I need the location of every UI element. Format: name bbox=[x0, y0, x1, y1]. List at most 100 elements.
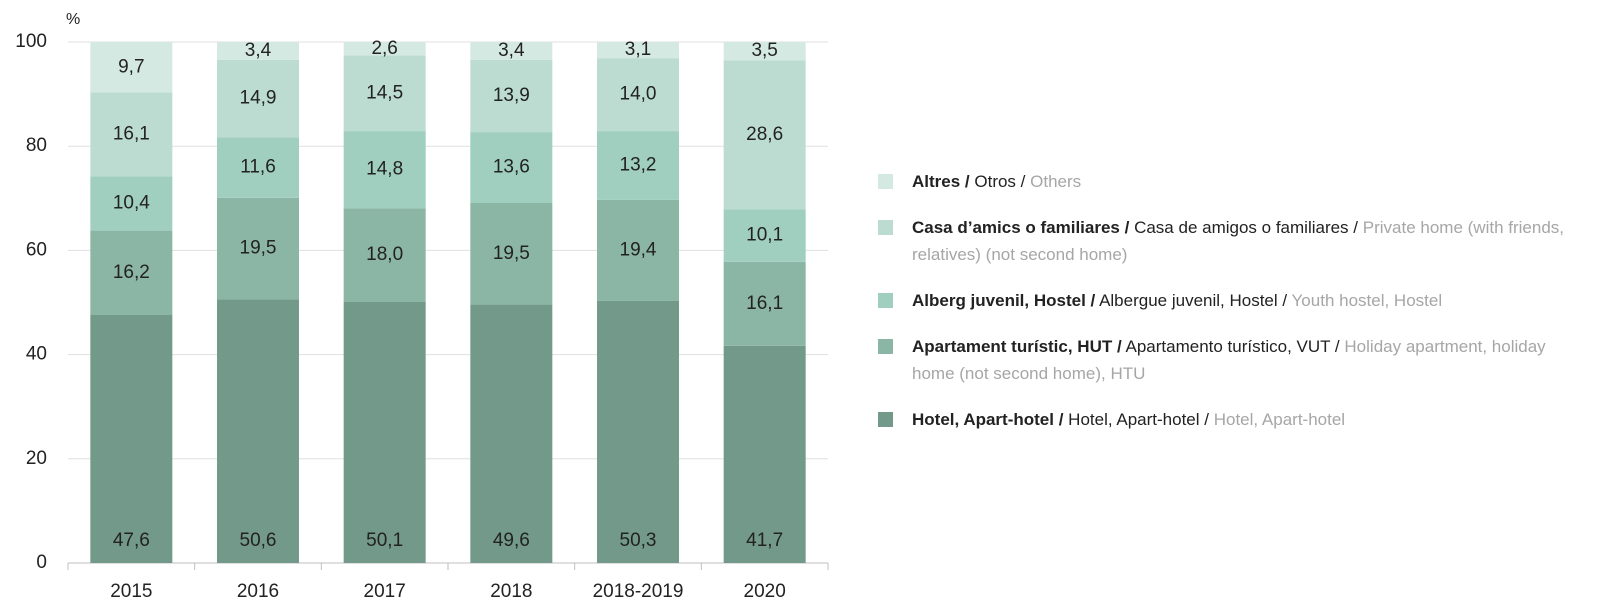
bar-segment bbox=[597, 42, 679, 59]
legend-swatch bbox=[878, 293, 893, 308]
legend-text-part: Youth hostel, Hostel bbox=[1291, 291, 1443, 310]
bar-segment bbox=[217, 42, 299, 60]
bar-segment bbox=[217, 59, 299, 138]
legend-swatch bbox=[878, 339, 893, 354]
legend: Altres / Otros / Others Casa d’amics o fa… bbox=[878, 168, 1578, 452]
data-label: 13,2 bbox=[620, 154, 657, 175]
bar-segment bbox=[597, 131, 679, 200]
data-label: 19,4 bbox=[620, 239, 657, 260]
bar-segment bbox=[723, 42, 806, 61]
bar-segment bbox=[90, 176, 173, 231]
legend-text-part: Casa de amigos o familiares / bbox=[1134, 218, 1359, 237]
data-label: 3,5 bbox=[751, 40, 777, 61]
y-tick-label: 20 bbox=[26, 448, 47, 469]
legend-text-part: Hotel, Apart-hotel / bbox=[912, 410, 1064, 429]
y-tick-label: 100 bbox=[15, 31, 47, 52]
bar-segment bbox=[343, 55, 426, 132]
data-label: 50,1 bbox=[366, 530, 403, 551]
y-axis-label: % bbox=[66, 11, 80, 28]
data-label: 50,3 bbox=[620, 530, 657, 551]
bar-segment bbox=[723, 209, 806, 262]
x-tick-label: 2017 bbox=[364, 581, 406, 602]
data-label: 13,9 bbox=[493, 85, 530, 106]
data-label: 19,5 bbox=[493, 243, 530, 264]
data-label: 14,0 bbox=[620, 84, 657, 105]
x-tick-label: 2015 bbox=[110, 581, 152, 602]
legend-label: Casa d’amics o familiares / Casa de amig… bbox=[912, 214, 1578, 268]
legend-text-part: Others bbox=[1030, 172, 1082, 191]
bar-segment bbox=[90, 92, 173, 177]
bar-segment bbox=[470, 132, 553, 203]
legend-text-part: Private home (with friends, relatives) (… bbox=[912, 218, 1564, 264]
bar-segment bbox=[90, 42, 173, 93]
bar-segment bbox=[723, 345, 806, 563]
y-tick-label: 60 bbox=[26, 239, 47, 260]
bar-segment bbox=[343, 208, 426, 302]
bar-segment bbox=[723, 261, 806, 346]
data-label: 11,6 bbox=[240, 157, 276, 178]
data-label: 3,1 bbox=[625, 39, 651, 60]
data-label: 13,6 bbox=[493, 157, 530, 178]
bar-segment bbox=[343, 131, 426, 209]
legend-entry: Casa d’amics o familiares / Casa de amig… bbox=[878, 214, 1578, 268]
data-label: 16,2 bbox=[113, 262, 150, 283]
legend-text-part: Holiday apartment, holiday home (not sec… bbox=[912, 337, 1546, 383]
data-label: 14,5 bbox=[366, 82, 403, 103]
legend-text-part: Altres / bbox=[912, 172, 970, 191]
bar-segment bbox=[597, 300, 679, 563]
legend-text-part: Apartamento turístico, VUT / bbox=[1125, 337, 1340, 356]
legend-text-part: Hotel, Apart-hotel bbox=[1213, 410, 1346, 429]
legend-text-part: Hotel, Apart-hotel / bbox=[1068, 410, 1209, 429]
bar-segment bbox=[343, 42, 426, 56]
bar-segment bbox=[723, 60, 806, 210]
x-tick-label: 2020 bbox=[744, 581, 786, 602]
legend-text-part: Albergue juvenil, Hostel / bbox=[1099, 291, 1288, 310]
legend-swatch bbox=[878, 412, 893, 427]
data-label: 47,6 bbox=[113, 530, 150, 551]
bar-segment bbox=[470, 59, 553, 133]
data-label: 14,8 bbox=[366, 159, 403, 180]
data-label: 18,0 bbox=[366, 244, 403, 265]
legend-label: Alberg juvenil, Hostel / Albergue juveni… bbox=[912, 287, 1442, 314]
data-label: 50,6 bbox=[240, 530, 277, 551]
data-label: 3,4 bbox=[498, 40, 525, 61]
x-tick-label: 2016 bbox=[237, 581, 279, 602]
bar-segment bbox=[470, 42, 553, 60]
bar-segment bbox=[90, 230, 173, 316]
legend-entry: Alberg juvenil, Hostel / Albergue juveni… bbox=[878, 287, 1578, 314]
legend-text-part: Casa d’amics o familiares / bbox=[912, 218, 1130, 237]
data-label: 9,7 bbox=[118, 56, 144, 77]
x-tick-label: 2018 bbox=[490, 581, 532, 602]
y-tick-label: 80 bbox=[26, 135, 47, 156]
data-label: 14,9 bbox=[240, 88, 277, 109]
data-label: 16,1 bbox=[113, 123, 150, 144]
legend-label: Altres / Otros / Others bbox=[912, 168, 1081, 195]
bar-segment bbox=[470, 304, 553, 563]
data-label: 41,7 bbox=[746, 530, 783, 551]
data-label: 10,4 bbox=[113, 193, 150, 214]
legend-entry: Altres / Otros / Others bbox=[878, 168, 1578, 195]
bar-segment bbox=[90, 315, 173, 563]
legend-entry: Hotel, Apart-hotel / Hotel, Apart-hotel … bbox=[878, 406, 1578, 433]
legend-swatch bbox=[878, 174, 893, 189]
legend-label: Apartament turístic, HUT / Apartamento t… bbox=[912, 333, 1578, 387]
data-label: 10,1 bbox=[746, 225, 783, 246]
data-label: 19,5 bbox=[240, 238, 277, 259]
data-label: 3,4 bbox=[245, 40, 272, 61]
bar-segment bbox=[217, 299, 299, 563]
legend-swatch bbox=[878, 220, 893, 235]
data-label: 28,6 bbox=[746, 124, 783, 145]
data-label: 2,6 bbox=[371, 38, 397, 59]
legend-entry: Apartament turístic, HUT / Apartamento t… bbox=[878, 333, 1578, 387]
data-label: 49,6 bbox=[493, 530, 530, 551]
bar-segment bbox=[217, 137, 299, 198]
y-tick-label: 0 bbox=[36, 552, 47, 573]
bar-segment bbox=[597, 199, 679, 301]
legend-text-part: Alberg juvenil, Hostel / bbox=[912, 291, 1096, 310]
legend-label: Hotel, Apart-hotel / Hotel, Apart-hotel … bbox=[912, 406, 1345, 433]
data-label: 16,1 bbox=[746, 293, 783, 314]
bar-segment bbox=[470, 202, 553, 305]
bar-segment bbox=[343, 301, 426, 563]
legend-text-part: Apartament turístic, HUT / bbox=[912, 337, 1122, 356]
